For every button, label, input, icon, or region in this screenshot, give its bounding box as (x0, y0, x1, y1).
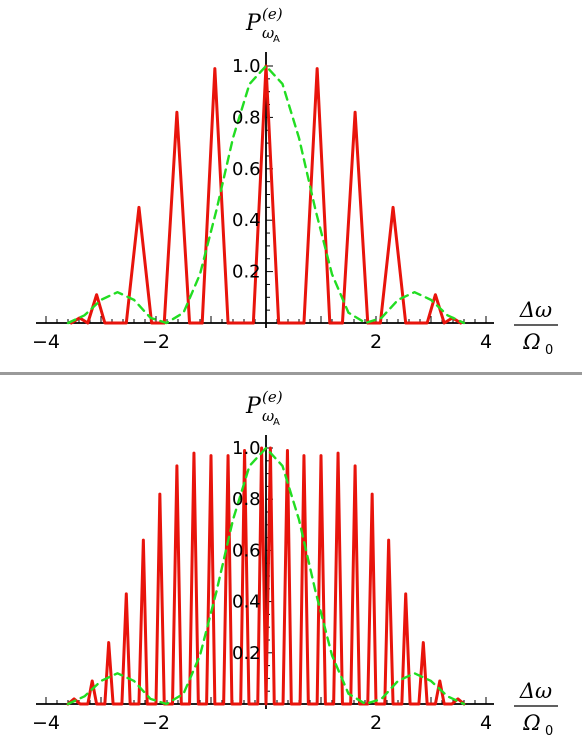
series-dashed-green-line (66, 64, 466, 325)
x-tick-label: 2 (370, 712, 382, 734)
x-tick-label: 2 (370, 331, 382, 353)
x-axis-title-denominator-sub: 0 (545, 343, 553, 358)
y-axis-title-sub: ω (262, 24, 274, 42)
x-axis-title-denominator-sub: 0 (545, 724, 553, 739)
panel-divider (0, 372, 582, 375)
x-axis-title-numerator: Δω (519, 298, 552, 322)
y-tick-label: 0.8 (232, 107, 261, 128)
series-solid-red-line (66, 446, 466, 706)
y-tick-label: 1.0 (232, 56, 261, 77)
y-axis-title-sub: ω (262, 407, 274, 425)
y-axis-title-sup: (e) (262, 388, 283, 406)
y-tick-label: 0.4 (232, 210, 261, 231)
y-tick-label: 0.8 (232, 489, 261, 510)
series-dashed-green-line (66, 446, 466, 706)
y-axis-title-main: P (245, 394, 262, 419)
y-axis-title-subsub: A (273, 34, 280, 45)
y-tick-label: 0.2 (232, 643, 261, 664)
y-axis-title-main: P (245, 11, 262, 36)
x-tick-label: −4 (32, 331, 60, 353)
chart-top-svg: −4 −2 2 4 0.2 0.4 0.6 0.8 1.0 P ωA (e) Δω Ω 0 (32, 5, 558, 358)
y-tick-label: 1.0 (232, 438, 261, 459)
x-axis-title-denominator: Ω (522, 711, 540, 735)
x-tick-label: −2 (142, 331, 170, 353)
chart-bottom-svg: −4 −2 2 4 0.2 0.4 0.6 0.8 1.0 P ωA (e) Δω Ω 0 (32, 388, 558, 739)
x-tick-label: −4 (32, 712, 60, 734)
y-axis-title-subsub: A (273, 417, 280, 428)
x-tick-label: 4 (480, 331, 492, 353)
series-solid-red-line (69, 64, 463, 325)
x-axis-title-numerator: Δω (519, 679, 552, 703)
x-tick-label: −2 (142, 712, 170, 734)
x-tick-label: 4 (480, 712, 492, 734)
x-axis-title-denominator: Ω (522, 330, 540, 354)
y-tick-label: 0.6 (232, 540, 261, 561)
y-axis-title-sup: (e) (262, 5, 283, 23)
y-tick-label: 0.4 (232, 592, 261, 613)
y-tick-label: 0.2 (232, 262, 261, 283)
y-tick-label: 0.6 (232, 159, 261, 180)
